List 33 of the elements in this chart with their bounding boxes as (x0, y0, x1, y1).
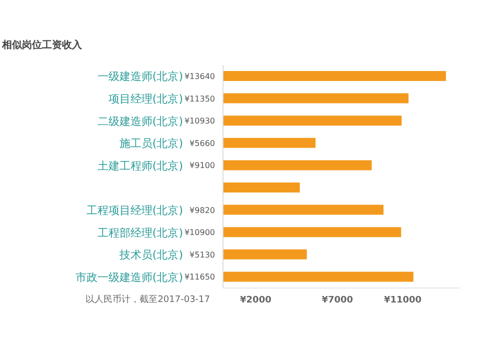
y-tick-label: 土建工程师(北京) (97, 159, 183, 172)
data-label: ¥11650 (184, 272, 215, 282)
y-tick-label: 项目经理(北京) (108, 92, 183, 106)
bar (223, 93, 409, 104)
bar (223, 204, 384, 215)
bar (223, 227, 402, 238)
x-tick-label: ¥7000 (322, 295, 354, 306)
bar (223, 249, 307, 260)
bar (223, 71, 446, 81)
data-label: ¥11350 (184, 94, 215, 104)
data-label: ¥9100 (190, 161, 215, 170)
y-tick-label: 二级建造师(北京) (97, 114, 183, 128)
x-tick-label: ¥11000 (384, 295, 422, 306)
text: 以人民币计，截至2017-03-17 (84, 294, 210, 306)
text: 相似岗位工资收入 (2, 38, 82, 52)
y-tick-label: 市政一级建造师(北京) (75, 270, 183, 284)
bar (223, 138, 316, 148)
y-tick-label: 工程部经理(北京) (97, 226, 183, 240)
bar (223, 182, 300, 192)
y-tick-label: 工程项目经理(北京) (86, 204, 183, 217)
data-label: ¥10930 (184, 116, 215, 126)
y-tick-label: 技术员(北京) (118, 248, 183, 262)
data-label: ¥9820 (190, 206, 215, 215)
bar (223, 160, 372, 170)
y-tick-label: 一级建造师(北京) (97, 70, 183, 84)
y-tick-label: 施工员(北京) (119, 137, 183, 150)
data-label: ¥10900 (184, 228, 215, 238)
data-label: ¥5660 (190, 138, 215, 148)
data-label: ¥5130 (190, 250, 215, 260)
data-label: ¥13640 (184, 72, 215, 81)
bar (223, 116, 402, 126)
bar (223, 272, 414, 282)
x-tick-label: ¥2000 (240, 295, 272, 306)
